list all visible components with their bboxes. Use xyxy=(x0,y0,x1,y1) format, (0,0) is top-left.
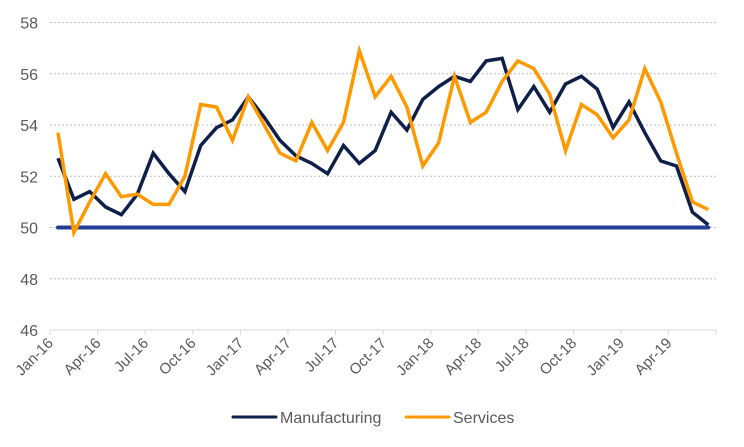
x-tick-label: Jul-17 xyxy=(301,335,342,376)
series-group xyxy=(56,44,710,239)
y-tick-label: 54 xyxy=(20,118,38,135)
x-tick-label: Oct-16 xyxy=(156,335,200,379)
y-tick-label: 58 xyxy=(20,16,38,33)
series-line-manufacturing xyxy=(56,56,710,227)
y-tick-label: 46 xyxy=(20,323,38,340)
y-axis: 46 48 50 52 54 56 58 xyxy=(20,16,38,341)
x-tick-label: Jan-18 xyxy=(393,335,437,379)
x-tick-label: Jan-17 xyxy=(203,335,247,379)
x-tick-label: Jul-16 xyxy=(111,335,152,376)
x-tick-label: Apr-18 xyxy=(441,335,485,379)
y-tick-label: 56 xyxy=(20,67,38,84)
y-tick-label: 50 xyxy=(20,221,38,238)
x-tick-label: Jan-16 xyxy=(12,335,56,379)
gridlines xyxy=(50,22,716,280)
x-axis: Jan-16 Apr-16 Jul-16 Oct-16 Jan-17 Apr-17 Jul-… xyxy=(12,329,717,379)
x-tick-label: Jan-19 xyxy=(583,335,627,379)
legend: Manufacturing Services xyxy=(231,410,514,427)
x-tick-label: Apr-17 xyxy=(251,335,295,379)
x-tick-label: Apr-19 xyxy=(632,335,676,379)
x-tick-label: Oct-17 xyxy=(346,335,390,379)
y-tick-label: 48 xyxy=(20,272,38,289)
x-tick-label: Apr-16 xyxy=(61,335,105,379)
x-tick-label: Oct-18 xyxy=(536,335,580,379)
x-tick-label: Jul-18 xyxy=(492,335,533,376)
legend-label-services: Services xyxy=(453,410,514,427)
legend-label-manufacturing: Manufacturing xyxy=(280,410,381,427)
y-tick-label: 52 xyxy=(20,169,38,186)
series-line-services xyxy=(56,44,710,239)
